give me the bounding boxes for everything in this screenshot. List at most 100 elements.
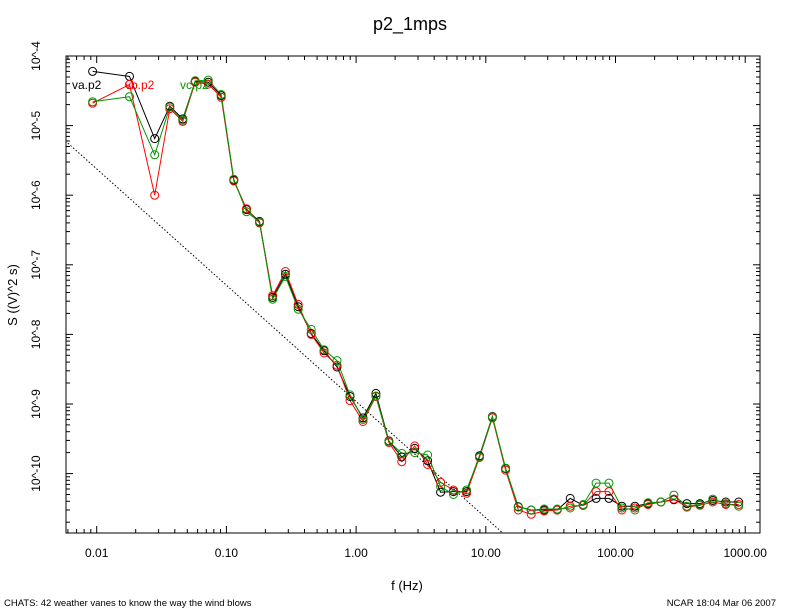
data-point-vc-p2 xyxy=(268,294,278,304)
data-point-vc-p2 xyxy=(229,174,239,184)
y-axis-label: S ((V)^2 s) xyxy=(5,264,20,326)
data-point-va-p2 xyxy=(410,443,420,453)
data-point-vc-p2 xyxy=(345,390,355,400)
legend-va-p2: va.p2 xyxy=(72,78,102,92)
legend-vc-p2: vc.p2 xyxy=(180,78,209,92)
data-point-vc-p2 xyxy=(669,490,679,500)
data-point-vb-p2 xyxy=(462,488,471,498)
data-point-vc-p2 xyxy=(656,497,666,507)
y-tick-label: 10^-6 xyxy=(29,180,43,210)
data-point-vc-p2 xyxy=(721,499,731,509)
data-point-vb-p2 xyxy=(306,329,316,339)
data-point-vc-p2 xyxy=(397,448,407,458)
data-point-vc-p2 xyxy=(332,356,342,366)
data-point-vc-p2 xyxy=(371,391,381,401)
x-tick-label: 10.00 xyxy=(471,546,501,560)
data-point-vc-p2 xyxy=(410,448,420,458)
y-tick-label: 10^-4 xyxy=(29,41,43,71)
data-point-vb-p2 xyxy=(436,477,446,487)
y-tick-label: 10^-10 xyxy=(29,455,43,492)
data-point-va-p2 xyxy=(604,493,614,503)
data-point-vc-p2 xyxy=(306,324,316,334)
data-point-vc-p2 xyxy=(539,504,549,514)
data-point-vb-p2 xyxy=(345,396,355,406)
data-point-vc-p2 xyxy=(178,115,188,125)
x-axis-label: f (Hz) xyxy=(391,578,423,593)
data-point-va-p2 xyxy=(423,456,433,466)
data-point-va-p2 xyxy=(88,66,98,76)
data-point-vc-p2 xyxy=(165,102,175,112)
data-point-va-p2 xyxy=(280,269,290,279)
data-point-vc-p2 xyxy=(526,505,536,515)
data-point-vc-p2 xyxy=(552,504,562,514)
data-point-vc-p2 xyxy=(475,452,484,462)
data-point-vb-p2 xyxy=(708,497,718,507)
plot-layer xyxy=(67,66,744,534)
data-point-va-p2 xyxy=(397,452,407,462)
data-point-vb-p2 xyxy=(150,190,160,200)
data-point-vb-p2 xyxy=(669,494,679,504)
data-point-vc-p2 xyxy=(358,414,368,424)
data-point-va-p2 xyxy=(682,499,692,509)
data-point-vc-p2 xyxy=(643,498,653,508)
data-point-vc-p2 xyxy=(708,494,718,504)
data-point-vb-p2 xyxy=(268,291,278,301)
data-point-vb-p2 xyxy=(449,485,458,495)
y-tick-label: 10^-5 xyxy=(29,110,43,140)
x-tick-label: 0.10 xyxy=(215,546,239,560)
x-tick-label: 1.00 xyxy=(344,546,368,560)
data-point-vc-p2 xyxy=(280,271,290,281)
data-point-vb-p2 xyxy=(410,441,420,451)
data-point-vb-p2 xyxy=(526,509,536,519)
data-point-vc-p2 xyxy=(695,500,705,509)
data-point-vb-p2 xyxy=(280,267,290,276)
x-tick-label: 100.00 xyxy=(597,546,634,560)
data-point-vc-p2 xyxy=(617,503,627,513)
y-tick-label: 10^-9 xyxy=(29,389,43,419)
data-point-va-p2 xyxy=(150,134,160,144)
data-point-vc-p2 xyxy=(565,503,575,513)
x-tick-label: 0.01 xyxy=(85,546,109,560)
data-point-vb-p2 xyxy=(358,417,368,426)
data-point-vc-p2 xyxy=(449,490,458,499)
data-point-vc-p2 xyxy=(190,76,200,86)
data-point-vb-p2 xyxy=(203,79,213,89)
x-tick-label: 1000.00 xyxy=(724,546,768,560)
data-point-vc-p2 xyxy=(216,90,226,99)
data-point-va-p2 xyxy=(371,388,381,398)
data-point-vc-p2 xyxy=(319,345,329,355)
series-line-vc-p2 xyxy=(92,79,739,511)
reference-slope-line xyxy=(67,142,504,534)
data-point-vc-p2 xyxy=(462,485,471,495)
data-point-vc-p2 xyxy=(591,478,601,488)
data-point-vc-p2 xyxy=(513,502,523,512)
data-point-vc-p2 xyxy=(436,482,446,492)
chart-title: p2_1mps xyxy=(373,14,447,35)
data-point-vb-p2 xyxy=(332,360,342,370)
data-point-vb-p2 xyxy=(216,92,226,102)
data-point-vb-p2 xyxy=(293,299,303,309)
y-tick-label: 10^-7 xyxy=(29,250,43,280)
data-point-vb-p2 xyxy=(423,460,433,469)
data-point-vc-p2 xyxy=(242,207,251,217)
data-point-vc-p2 xyxy=(125,92,134,102)
legend-vb-p2: vb.p2 xyxy=(125,78,155,92)
data-point-va-p2 xyxy=(734,497,744,507)
data-point-vb-p2 xyxy=(513,505,523,515)
data-point-va-p2 xyxy=(436,487,446,497)
footer-right: NCAR 18:04 Mar 06 2007 xyxy=(667,598,776,609)
data-point-vc-p2 xyxy=(88,97,98,107)
data-point-vb-p2 xyxy=(125,80,134,89)
data-point-vc-p2 xyxy=(203,75,213,85)
data-point-vb-p2 xyxy=(242,204,251,214)
axis-ticks: 0.01 0.10 1.00 10.00 100.00 1000.00 10^-10 10^-… xyxy=(29,41,767,560)
data-point-vc-p2 xyxy=(604,478,614,488)
data-point-vc-p2 xyxy=(150,150,160,160)
plot-frame xyxy=(65,55,761,534)
data-point-vc-p2 xyxy=(293,304,303,314)
y-tick-label: 10^-8 xyxy=(29,319,43,349)
data-point-vc-p2 xyxy=(578,500,588,509)
data-point-vc-p2 xyxy=(384,436,394,446)
data-point-vc-p2 xyxy=(487,412,497,422)
